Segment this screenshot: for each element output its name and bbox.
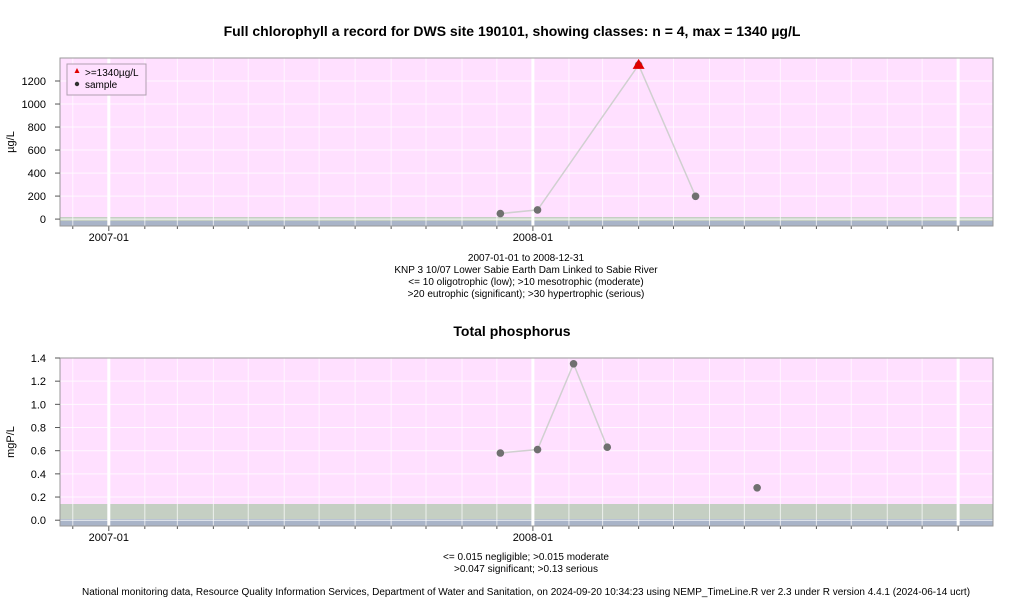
phosphorus-chart-title: Total phosphorus <box>453 323 571 339</box>
y-tick-label: 0.8 <box>31 423 46 435</box>
data-point <box>496 449 505 457</box>
y-tick-label: 1.2 <box>31 376 46 388</box>
data-point <box>496 209 505 218</box>
legend-marker-sample <box>74 81 80 87</box>
chlorophyll-chart: 0 200 400 600 800 1000 1200 2007-01 2008-01 µg/L >… <box>5 57 994 244</box>
series-line <box>500 63 697 215</box>
caption-line: 2007-01-01 to 2008-12-31 <box>467 253 585 264</box>
y-tick-label: 1.0 <box>31 399 46 411</box>
y-tick-label: 0.4 <box>31 469 46 481</box>
plot-frame <box>59 57 994 227</box>
class-band <box>60 519 993 526</box>
max-marker <box>632 58 645 69</box>
plot-background <box>60 358 993 526</box>
data-point <box>533 206 542 214</box>
class-band <box>60 504 993 519</box>
caption-line: KNP 3 10/07 Lower Sabie Earth Dam Linked… <box>394 265 658 276</box>
data-point <box>533 445 542 454</box>
y-tick-label: 400 <box>28 168 46 180</box>
legend-label-max: >=1340µg/L <box>85 68 139 79</box>
phosphorus-caption: <= 0.015 negligible; >0.015 moderate >0.… <box>0 552 1024 576</box>
chlorophyll-caption: 2007-01-01 to 2008-12-31 KNP 3 10/07 Low… <box>0 253 1024 301</box>
y-tick-label: 1200 <box>22 76 46 88</box>
caption-line: >0.047 significant; >0.13 serious <box>454 564 598 575</box>
data-point <box>569 359 578 368</box>
x-tick-label: 2007-01 <box>89 532 129 544</box>
y-tick-label: 200 <box>28 191 46 203</box>
data-point <box>753 483 761 492</box>
data-point <box>691 192 700 201</box>
y-tick-label: 0.0 <box>31 515 46 527</box>
series-line <box>500 361 608 454</box>
data-point <box>603 443 612 452</box>
legend-marker-max <box>74 68 80 73</box>
y-axis-label: mgP/L <box>5 426 17 458</box>
y-tick-label: 1.4 <box>31 353 46 365</box>
chlorophyll-chart-title: Full chlorophyll a record for DWS site 1… <box>223 23 801 39</box>
caption-line: <= 0.015 negligible; >0.015 moderate <box>443 552 609 563</box>
legend-label-sample: sample <box>85 80 118 91</box>
caption-line: <= 10 oligotrophic (low); >10 mesotrophi… <box>408 277 644 288</box>
x-tick-label: 2008-01 <box>513 232 553 244</box>
y-tick-label: 0 <box>40 214 46 226</box>
x-tick-label: 2007-01 <box>89 232 129 244</box>
y-tick-label: 1000 <box>22 99 46 111</box>
y-tick-label: 600 <box>28 145 46 157</box>
y-tick-label: 800 <box>28 122 46 134</box>
phosphorus-chart: 0.0 0.2 0.4 0.6 0.8 1.0 1.2 1.4 2007-01 2008-01 mg… <box>5 353 994 544</box>
plot-frame <box>59 357 994 527</box>
y-axis-label: µg/L <box>5 131 17 153</box>
x-tick-label: 2008-01 <box>513 532 553 544</box>
class-band <box>60 221 993 226</box>
caption-line: >20 eutrophic (significant); >30 hypertr… <box>407 289 645 300</box>
y-tick-label: 0.2 <box>31 492 46 504</box>
legend-box <box>66 63 147 96</box>
footer-note: National monitoring data, Resource Quali… <box>81 587 971 598</box>
plot-background <box>60 58 993 226</box>
y-tick-label: 0.6 <box>31 446 46 458</box>
